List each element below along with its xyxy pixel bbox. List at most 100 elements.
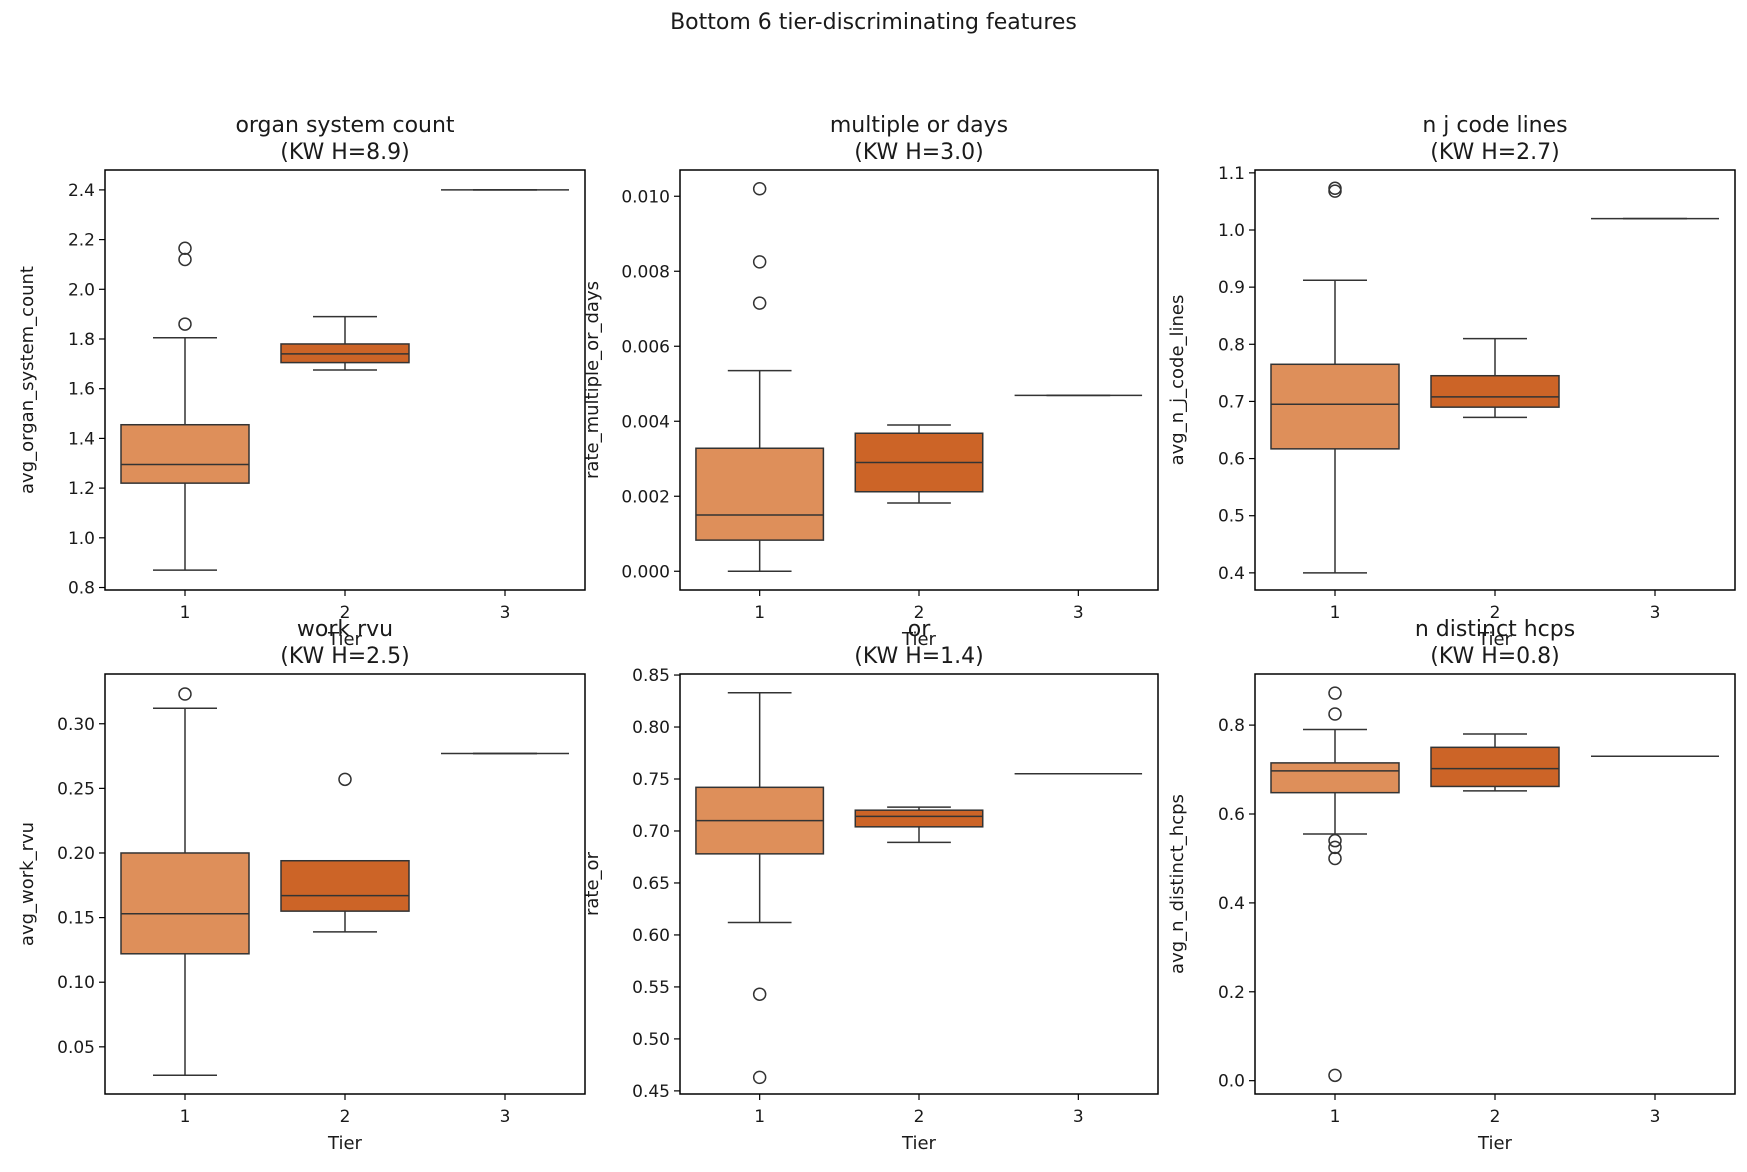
y-tick-label: 0.45 <box>632 1082 670 1102</box>
panel-title-line: n j code lines <box>1422 113 1567 138</box>
y-tick-label: 0.010 <box>621 187 670 207</box>
y-tick-label: 0.8 <box>68 579 95 599</box>
y-tick-label: 2.4 <box>68 181 95 201</box>
iqr-box <box>280 859 410 912</box>
x-tick-label: 3 <box>500 603 511 623</box>
plot-frame <box>679 169 1159 591</box>
panel-title-line: (KW H=3.0) <box>854 140 984 165</box>
y-tick-label: 0.25 <box>57 779 95 799</box>
y-tick-label: 0.4 <box>1218 564 1245 584</box>
x-axis-label: Tier <box>1477 1133 1513 1154</box>
box-tier-1 <box>120 241 250 571</box>
x-tick-label: 2 <box>340 1107 351 1127</box>
box-tier-2 <box>1430 337 1560 419</box>
x-tick-label: 2 <box>914 1107 925 1127</box>
y-tick-label: 0.8 <box>1218 335 1245 355</box>
iqr-box <box>695 447 825 541</box>
panel-title-line: n distinct hcps <box>1415 617 1575 642</box>
x-axis-label: Tier <box>1477 629 1513 650</box>
outlier-point <box>178 241 192 256</box>
box-tier-1 <box>695 182 825 572</box>
x-axis-label: Tier <box>901 1133 937 1154</box>
x-tick-label: 1 <box>754 603 765 623</box>
box-tier-2 <box>854 806 984 844</box>
y-axis-label: rate_multiple_or_days <box>582 281 603 479</box>
y-tick-label: 0.65 <box>632 874 670 894</box>
outlier-point <box>1328 851 1342 866</box>
chart-panel-1: organ system count(KW H=8.9) 0.8 1.0 1.2 1.4… <box>17 113 586 650</box>
plot-frame <box>104 169 586 591</box>
plot-frame <box>1254 673 1736 1095</box>
x-tick-label: 3 <box>1073 603 1084 623</box>
x-axis-label: Tier <box>327 629 363 650</box>
box-tier-2 <box>280 315 410 371</box>
y-tick-label: 0.9 <box>1218 278 1245 298</box>
y-tick-label: 2.0 <box>68 280 95 300</box>
panel-title-line: work rvu <box>297 617 393 642</box>
y-tick-label: 0.30 <box>57 715 95 735</box>
x-axis-label: Tier <box>327 1133 363 1154</box>
outlier-point <box>1328 840 1342 855</box>
outlier-point <box>752 1070 767 1085</box>
box-tier-1 <box>1270 181 1400 574</box>
panel-title-line: (KW H=0.8) <box>1430 644 1560 669</box>
panel-title-line: (KW H=8.9) <box>280 140 410 165</box>
y-tick-label: 0.75 <box>632 770 670 790</box>
y-tick-label: 1.6 <box>68 380 95 400</box>
x-tick-label: 3 <box>1650 603 1661 623</box>
iqr-box <box>120 423 250 484</box>
iqr-box <box>1430 746 1560 788</box>
y-tick-label: 0.05 <box>57 1038 95 1058</box>
panel-title-line: multiple or days <box>830 113 1008 138</box>
x-tick-label: 2 <box>1490 1107 1501 1127</box>
x-tick-label: 1 <box>1330 1107 1341 1127</box>
y-tick-label: 0.004 <box>621 412 670 432</box>
box-tier-2 <box>280 772 410 933</box>
y-tick-label: 1.0 <box>1218 221 1245 241</box>
y-tick-label: 1.4 <box>68 429 95 449</box>
iqr-box <box>1270 762 1400 794</box>
outlier-point <box>178 252 192 267</box>
y-axis-label: rate_or <box>582 851 603 916</box>
y-axis-label: avg_n_distinct_hcps <box>1167 794 1188 974</box>
x-tick-label: 1 <box>1330 603 1341 623</box>
plot-frame <box>1254 169 1736 591</box>
outlier-point <box>1328 181 1342 196</box>
panel-title-line: organ system count <box>235 113 454 138</box>
outlier-point <box>1328 184 1342 198</box>
chart-panel-3: n j code lines(KW H=2.7) 0.4 0.5 0.6 0.7 0.8 0… <box>1167 113 1736 650</box>
chart-panel-4: work rvu(KW H=2.5) 0.05 0.10 0.15 0.20 0.25 0.… <box>17 617 586 1154</box>
chart-panel-6: n distinct hcps(KW H=0.8) 0.0 0.2 0.4 0.6 0.8… <box>1167 617 1736 1154</box>
x-tick-label: 2 <box>340 603 351 623</box>
box-tier-1 <box>695 691 825 1085</box>
y-tick-label: 0.5 <box>1218 507 1245 527</box>
y-tick-label: 0.15 <box>57 909 95 929</box>
x-tick-label: 2 <box>914 603 925 623</box>
y-tick-label: 0.2 <box>1218 983 1245 1003</box>
box-tier-1 <box>120 687 250 1077</box>
panel-title-line: (KW H=2.7) <box>1430 140 1560 165</box>
y-tick-label: 0.50 <box>632 1030 670 1050</box>
y-tick-label: 2.2 <box>68 231 95 251</box>
box-tier-2 <box>1430 733 1560 792</box>
outlier-point <box>338 772 352 787</box>
iqr-box <box>854 809 984 828</box>
y-tick-label: 0.6 <box>1218 450 1245 470</box>
figure-title: Bottom 6 tier-discriminating features <box>670 10 1077 35</box>
y-axis-label: avg_organ_system_count <box>17 266 38 494</box>
y-tick-label: 0.6 <box>1218 805 1245 825</box>
box-tier-1 <box>1270 686 1400 1083</box>
y-tick-label: 0.85 <box>632 666 670 686</box>
box-tier-2 <box>854 424 984 504</box>
y-tick-label: 1.2 <box>68 479 95 499</box>
y-tick-label: 0.7 <box>1218 392 1245 412</box>
y-axis-label: avg_work_rvu <box>17 822 38 946</box>
y-tick-label: 0.55 <box>632 978 670 998</box>
y-tick-label: 0.002 <box>621 487 670 507</box>
y-tick-label: 1.1 <box>1218 164 1245 184</box>
x-tick-label: 1 <box>180 603 191 623</box>
y-tick-label: 0.008 <box>621 262 670 282</box>
x-tick-label: 3 <box>500 1107 511 1127</box>
outlier-point <box>1328 686 1342 700</box>
